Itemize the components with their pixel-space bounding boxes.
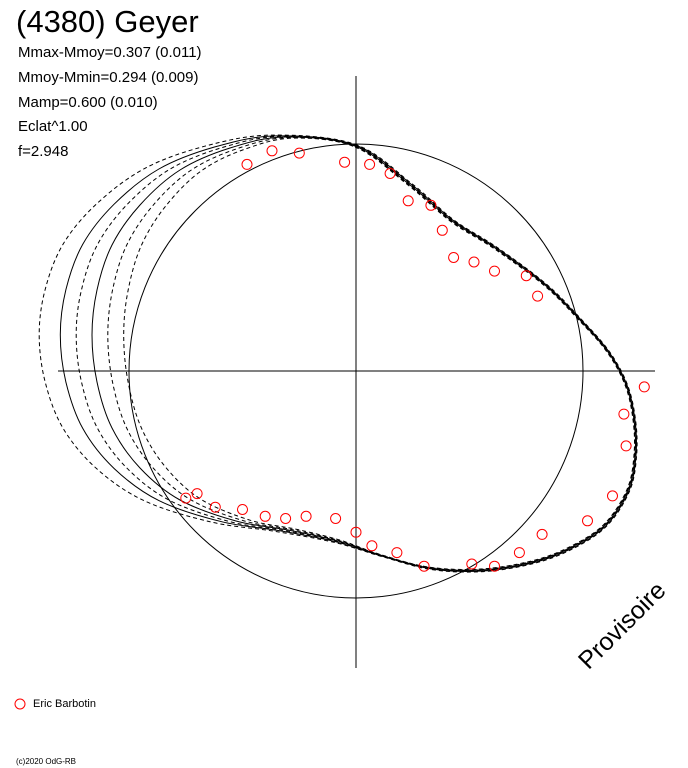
data-point xyxy=(402,195,414,207)
data-point xyxy=(618,408,630,420)
data-point xyxy=(536,528,548,540)
data-point xyxy=(191,488,203,500)
data-point xyxy=(520,270,532,282)
stat-frequency: f=2.948 xyxy=(18,143,69,160)
data-point xyxy=(425,199,437,211)
data-point xyxy=(468,256,480,268)
data-point xyxy=(489,265,500,277)
legend-marker xyxy=(14,698,26,710)
data-point xyxy=(384,168,396,179)
copyright: (c)2020 OdG-RB xyxy=(16,757,77,766)
data-point xyxy=(366,540,378,552)
data-point xyxy=(330,513,342,524)
data-point xyxy=(339,156,351,168)
model-curve xyxy=(38,134,638,573)
data-point xyxy=(209,501,221,513)
data-point xyxy=(180,492,192,504)
stat-mmax-mmoy: Mmax-Mmoy=0.307 (0.011) xyxy=(18,44,202,61)
model-curve xyxy=(107,137,636,571)
stat-mmoy-mmin: Mmoy-Mmin=0.294 (0.009) xyxy=(18,69,199,86)
data-point xyxy=(259,510,271,522)
data-point xyxy=(241,158,253,170)
data-point xyxy=(532,290,544,302)
data-point xyxy=(448,252,460,263)
data-points xyxy=(180,145,650,572)
legend-label: Eric Barbotin xyxy=(33,698,96,710)
model-curves xyxy=(38,134,638,573)
data-point xyxy=(364,158,376,170)
axes xyxy=(58,76,655,668)
data-point xyxy=(237,504,248,515)
stat-eclat: Eclat^1.00 xyxy=(18,118,88,135)
data-point xyxy=(418,560,430,572)
data-point xyxy=(638,381,650,393)
stat-mamp: Mamp=0.600 (0.010) xyxy=(18,94,158,111)
data-point xyxy=(391,547,403,559)
data-point xyxy=(607,490,618,502)
data-point xyxy=(350,526,362,538)
data-point xyxy=(266,145,278,157)
data-point xyxy=(620,440,632,452)
model-curve xyxy=(59,135,638,572)
reference-circle xyxy=(128,143,584,599)
chart-title: (4380) Geyer xyxy=(16,4,199,39)
data-point xyxy=(293,147,305,159)
data-point xyxy=(489,560,500,572)
data-point xyxy=(436,224,448,236)
data-point xyxy=(300,510,312,522)
model-curve xyxy=(123,137,636,570)
data-point xyxy=(582,515,593,527)
data-point xyxy=(280,513,292,524)
data-point xyxy=(513,547,525,559)
data-point xyxy=(466,558,478,570)
